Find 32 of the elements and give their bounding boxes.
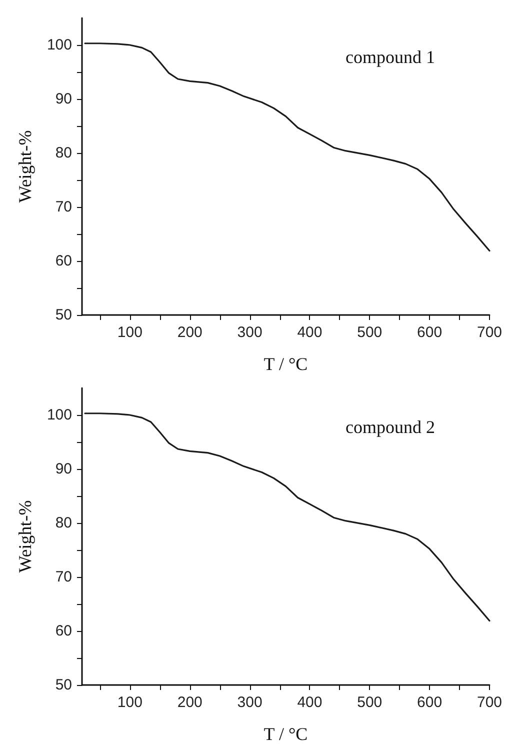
y-tick-label: 100 — [46, 406, 72, 424]
x-tick-label: 200 — [177, 324, 202, 341]
x-tick-label: 700 — [476, 324, 502, 341]
y-tick-label: 70 — [55, 568, 72, 586]
x-tick-label: 200 — [177, 694, 202, 711]
y-axis-title: Weight-% — [15, 500, 35, 573]
annotation: compound 2 — [346, 417, 436, 437]
y-tick-label: 50 — [55, 676, 72, 694]
y-tick-label: 70 — [55, 198, 72, 216]
y-tick-label: 90 — [55, 90, 72, 108]
x-tick-label: 500 — [357, 324, 382, 341]
y-tick-label: 50 — [55, 306, 72, 324]
y-tick-label: 80 — [55, 144, 72, 162]
y-tick-label: 90 — [55, 460, 72, 478]
x-tick-label: 500 — [357, 694, 382, 711]
x-axis-title: T / °C — [264, 354, 308, 374]
x-axis-title: T / °C — [264, 724, 308, 744]
x-tick-label: 300 — [237, 694, 262, 711]
x-tick-label: 600 — [417, 324, 442, 341]
y-axis-title: Weight-% — [15, 130, 35, 203]
y-tick-label: 60 — [55, 622, 72, 640]
x-tick-label: 300 — [237, 324, 262, 341]
x-tick-label: 400 — [297, 694, 322, 711]
y-tick-label: 80 — [55, 514, 72, 532]
y-tick-label: 100 — [46, 36, 72, 54]
y-tick-label: 60 — [55, 252, 72, 270]
x-tick-label: 100 — [117, 694, 142, 711]
x-tick-label: 400 — [297, 324, 322, 341]
x-tick-label: 700 — [476, 694, 502, 711]
x-tick-label: 100 — [117, 324, 142, 341]
annotation: compound 1 — [346, 47, 436, 67]
x-tick-label: 600 — [417, 694, 442, 711]
